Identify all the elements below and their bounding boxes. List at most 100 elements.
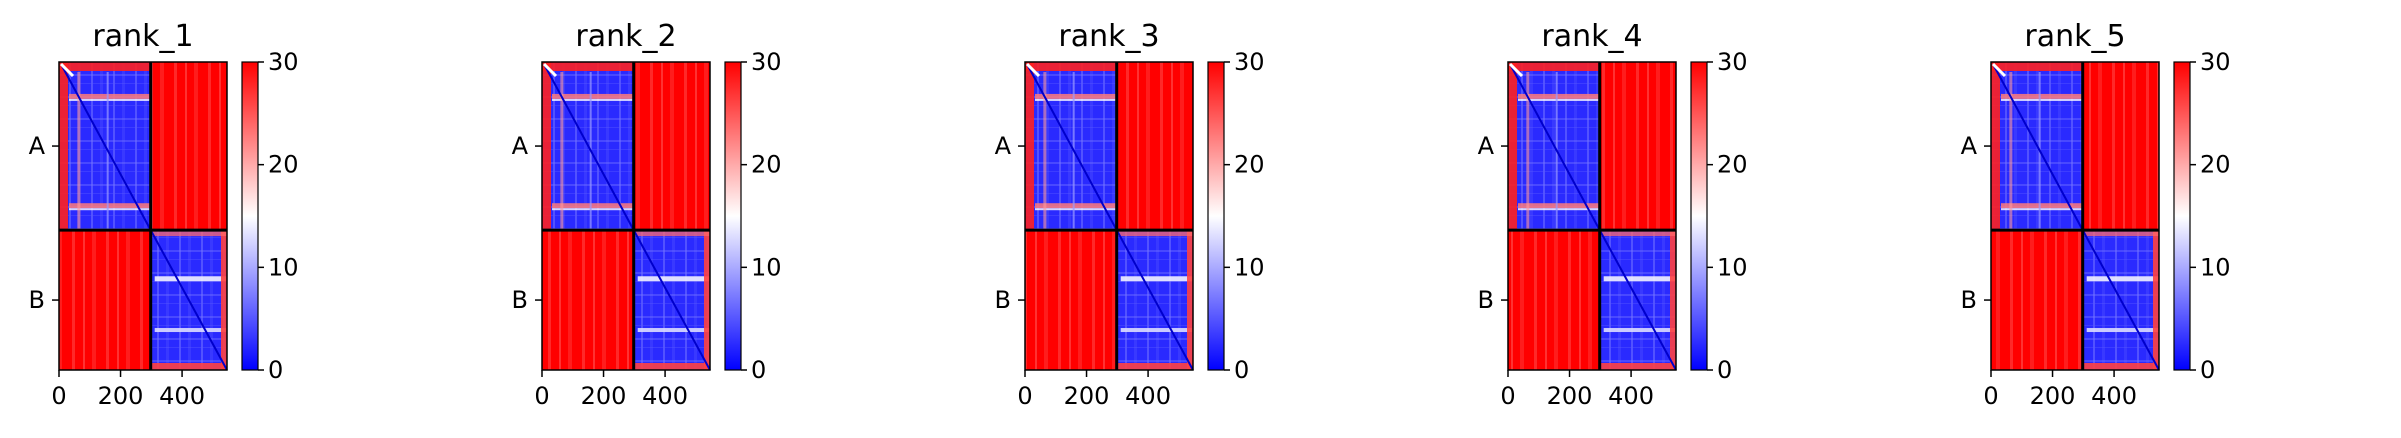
y-tick-label: B — [1961, 286, 1977, 314]
x-tick-label: 400 — [159, 382, 205, 410]
block-a-a-nterm-strip — [1025, 62, 1034, 231]
block-b-b-cterm-strip-right — [704, 230, 710, 370]
x-tick-label: 400 — [2091, 382, 2137, 410]
block-a-a-band-2 — [2001, 203, 2083, 209]
block-a-a-vband-1 — [1043, 72, 1047, 231]
colorbar: 0 10 20 30 — [724, 48, 782, 384]
block-b-b-top-strip — [1599, 230, 1676, 237]
x-tick-label: 200 — [1064, 382, 1110, 410]
block-a-a-band-edge-2 — [1518, 208, 1600, 211]
axes-frame — [541, 61, 711, 371]
diagonal-a — [60, 63, 152, 231]
axes-frame — [1990, 61, 2160, 371]
block-a-a-nterm-strip — [1508, 62, 1517, 231]
diagonal-b — [149, 229, 228, 371]
block-b-a — [1991, 230, 2083, 370]
x-tick-label: 200 — [1547, 382, 1593, 410]
block-a-a-nterm-strip — [1991, 62, 2000, 231]
block-a-a-band-2 — [1035, 203, 1117, 209]
block-a-a-nterm-strip-top — [542, 62, 634, 71]
x-tick-label: 200 — [98, 382, 144, 410]
heatmap-panel-2: rank_2 0 200 400 A B 0 10 20 30 — [512, 19, 782, 410]
block-b-b-band-2 — [1603, 328, 1676, 333]
block-b-b-band-1 — [1120, 276, 1193, 282]
block-b-b-band-1 — [1603, 276, 1676, 282]
colorbar-gradient — [1207, 61, 1225, 371]
block-b-b-band-2 — [637, 328, 710, 333]
x-tick-label: 400 — [1608, 382, 1654, 410]
diagonal-highlight — [59, 62, 75, 78]
block-a-a-nterm-strip-top — [59, 62, 151, 71]
block-a-a-nterm-strip-top — [1991, 62, 2083, 71]
x-tick-label: 0 — [51, 382, 66, 410]
panel-title: rank_5 — [2024, 19, 2125, 54]
block-b-b-band-2 — [2086, 328, 2159, 333]
block-a-b — [150, 62, 227, 231]
block-a-a-nterm-strip — [542, 62, 551, 231]
y-tick-label: A — [1478, 132, 1495, 160]
x-tick-label: 400 — [642, 382, 688, 410]
colorbar-tick-label: 20 — [2200, 151, 2231, 179]
axes-frame — [1507, 61, 1677, 371]
colorbar-tick-label: 10 — [1717, 253, 1748, 281]
block-b-b-cterm-strip-right — [1187, 230, 1193, 370]
block-a-a-band-edge-1 — [1518, 98, 1600, 101]
block-a-a-band-edge-2 — [69, 208, 151, 211]
block-b-a — [542, 230, 634, 370]
colorbar-tick-label: 0 — [1234, 356, 1249, 384]
colorbar-tick-label: 0 — [1717, 356, 1732, 384]
heatmap-panel-5: rank_5 0 200 400 A B 0 10 20 30 — [1961, 19, 2231, 410]
axes-frame — [1024, 61, 1194, 371]
block-b-a — [1508, 230, 1600, 370]
panel-title: rank_4 — [1541, 19, 1642, 54]
block-b-b-cterm-strip — [150, 363, 227, 370]
block-a-a-vband-1 — [560, 72, 564, 231]
block-b-a — [1025, 230, 1117, 370]
panel-title: rank_1 — [92, 19, 193, 54]
colorbar-tick-label: 20 — [1717, 151, 1748, 179]
colorbar-tick-label: 20 — [751, 151, 782, 179]
block-a-a-band-2 — [1518, 203, 1600, 209]
axes-frame — [58, 61, 228, 371]
colorbar: 0 10 20 30 — [1690, 48, 1748, 384]
y-tick-label: B — [995, 286, 1011, 314]
diagonal-b — [1115, 229, 1194, 371]
block-a-a-band-edge-1 — [69, 98, 151, 101]
block-a-b — [633, 62, 710, 231]
block-a-a-band-2 — [69, 203, 151, 209]
y-tick-label: A — [995, 132, 1012, 160]
block-b-b-band-1 — [154, 276, 227, 282]
x-tick-label: 0 — [534, 382, 549, 410]
colorbar-gradient — [724, 61, 742, 371]
x-tick-label: 400 — [1125, 382, 1171, 410]
block-a-b — [2082, 62, 2159, 231]
y-tick-label: A — [1961, 132, 1978, 160]
block-a-a-band-1 — [2001, 93, 2083, 99]
block-a-a-band-edge-1 — [2001, 98, 2083, 101]
diagonal-a — [543, 63, 635, 231]
colorbar-gradient — [241, 61, 259, 371]
panel-title: rank_2 — [575, 19, 676, 54]
colorbar-tick-label: 10 — [268, 253, 299, 281]
block-a-a-vband-1 — [2009, 72, 2013, 231]
diagonal-b — [1598, 229, 1677, 371]
x-tick-label: 0 — [1983, 382, 1998, 410]
heatmap-panel-1: rank_1 0 200 400 A B 0 10 20 30 — [29, 19, 299, 410]
colorbar-tick-label: 30 — [268, 48, 299, 76]
colorbar-tick-label: 30 — [2200, 48, 2231, 76]
colorbar-tick-label: 0 — [2200, 356, 2215, 384]
x-tick-label: 0 — [1500, 382, 1515, 410]
diagonal-highlight — [542, 62, 558, 78]
block-b-b-band-2 — [154, 328, 227, 333]
colorbar: 0 10 20 30 — [1207, 48, 1265, 384]
block-b-b-band-1 — [2086, 276, 2159, 282]
block-a-a-band-edge-1 — [552, 98, 634, 101]
block-b-b-band-2 — [1120, 328, 1193, 333]
block-a-b — [1599, 62, 1676, 231]
colorbar-tick-label: 30 — [751, 48, 782, 76]
diagonal-a — [1509, 63, 1601, 231]
block-b-b-band-1 — [637, 276, 710, 282]
block-a-b — [1116, 62, 1193, 231]
block-b-b-cterm-strip-right — [2153, 230, 2159, 370]
